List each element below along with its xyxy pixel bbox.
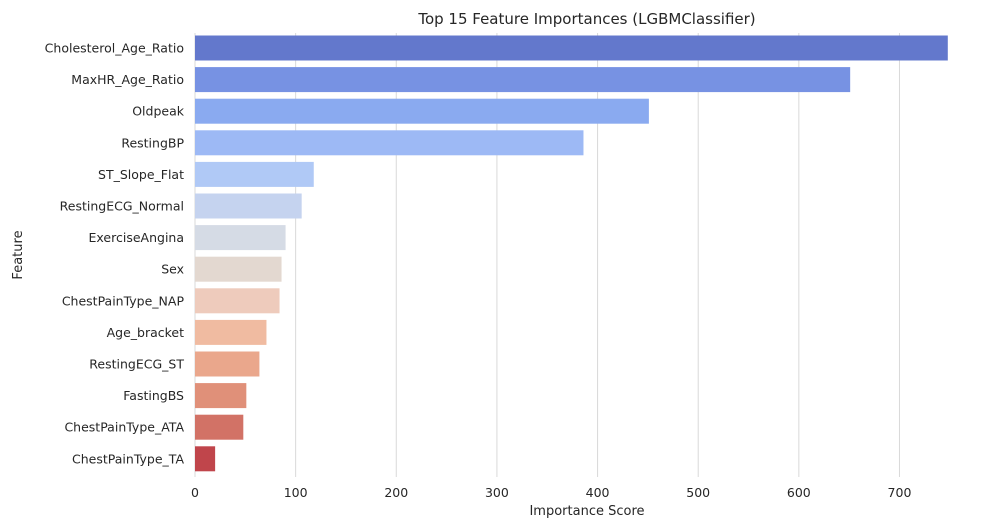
x-tick-label: 300 [485, 485, 509, 500]
y-tick-label: RestingECG_Normal [60, 199, 184, 214]
x-axis-label: Importance Score [529, 504, 644, 519]
y-tick-label: Age_bracket [107, 325, 185, 340]
y-tick-label: ST_Slope_Flat [98, 167, 184, 182]
x-tick-label: 100 [284, 485, 308, 500]
y-tick-label: MaxHR_Age_Ratio [71, 72, 184, 87]
y-tick-label: ChestPainType_NAP [62, 293, 185, 308]
x-tick-label: 700 [888, 485, 912, 500]
bar-sex [195, 256, 282, 282]
x-tick-labels: 0 100 200 300 400 500 600 700 [191, 485, 911, 500]
x-tick-label: 600 [787, 485, 811, 500]
chart-title: Top 15 Feature Importances (LGBMClassifi… [417, 10, 755, 28]
bar-chestpaintype-ata [195, 414, 244, 440]
bar-restingbp [195, 130, 584, 156]
bar-restingecg-st [195, 351, 260, 377]
bar-cholesterol-age-ratio [195, 35, 948, 61]
y-tick-label: ExerciseAngina [89, 230, 184, 245]
bar-fastingbs [195, 383, 247, 409]
x-tick-label: 500 [686, 485, 710, 500]
y-tick-label: Sex [161, 262, 184, 277]
bars [195, 35, 948, 472]
y-tick-label: RestingECG_ST [89, 357, 184, 372]
x-tick-label: 400 [586, 485, 610, 500]
y-tick-label: FastingBS [123, 388, 184, 403]
bar-maxhr-age-ratio [195, 67, 851, 93]
bar-chestpaintype-nap [195, 288, 280, 314]
x-tick-label: 0 [191, 485, 199, 500]
bar-st-slope-flat [195, 161, 314, 187]
bar-age-bracket [195, 319, 267, 345]
y-tick-label: Oldpeak [132, 104, 185, 119]
bar-restingecg-normal [195, 193, 302, 219]
y-tick-label: Cholesterol_Age_Ratio [45, 41, 184, 56]
bar-oldpeak [195, 98, 649, 124]
y-tick-labels: Cholesterol_Age_Ratio MaxHR_Age_Ratio Oldp… [45, 41, 185, 467]
bar-exerciseangina [195, 225, 286, 251]
y-axis-label: Feature [11, 230, 26, 279]
x-tick-label: 200 [384, 485, 408, 500]
y-tick-label: ChestPainType_TA [72, 451, 184, 466]
y-tick-label: RestingBP [121, 135, 184, 150]
y-tick-label: ChestPainType_ATA [64, 420, 184, 435]
bar-chestpaintype-ta [195, 446, 216, 472]
